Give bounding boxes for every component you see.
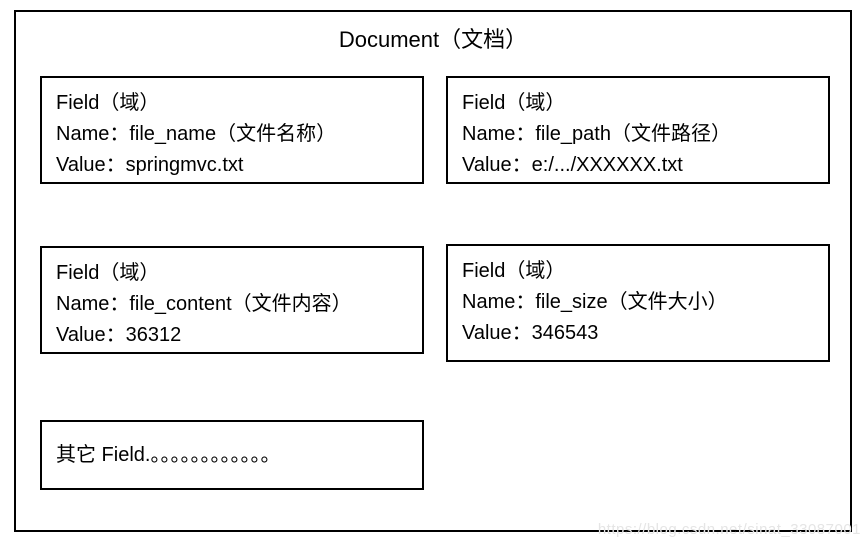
- field-value-label: Value：springmvc.txt: [56, 150, 408, 181]
- field-box-file-name: Field（域） Name：file_name（文件名称） Value：spri…: [40, 76, 424, 184]
- fields-area: Field（域） Name：file_name（文件名称） Value：spri…: [16, 60, 850, 528]
- field-box-file-size: Field（域） Name：file_size（文件大小） Value：3465…: [446, 244, 830, 362]
- field-box-file-content: Field（域） Name：file_content（文件内容） Value：3…: [40, 246, 424, 354]
- field-name-label: Name：file_name（文件名称）: [56, 119, 408, 150]
- field-value-label: Value：346543: [462, 318, 814, 349]
- document-container: Document（文档） Field（域） Name：file_name（文件名…: [14, 10, 852, 532]
- field-header: Field（域）: [56, 88, 408, 119]
- other-fields-text: 其它 Field.。。。。。。。。。。。。: [56, 440, 408, 471]
- document-title: Document（文档）: [16, 12, 850, 60]
- field-header: Field（域）: [56, 258, 408, 289]
- field-name-label: Name：file_size（文件大小）: [462, 287, 814, 318]
- field-value-label: Value：36312: [56, 320, 408, 351]
- field-box-other: 其它 Field.。。。。。。。。。。。。: [40, 420, 424, 490]
- field-name-label: Name：file_content（文件内容）: [56, 289, 408, 320]
- field-name-label: Name：file_path（文件路径）: [462, 119, 814, 150]
- field-value-label: Value：e:/.../XXXXXX.txt: [462, 150, 814, 181]
- field-header: Field（域）: [462, 88, 814, 119]
- field-box-file-path: Field（域） Name：file_path（文件路径） Value：e:/.…: [446, 76, 830, 184]
- field-header: Field（域）: [462, 256, 814, 287]
- watermark-text: https://blog.csdn.net/sinat_33087001: [598, 521, 861, 538]
